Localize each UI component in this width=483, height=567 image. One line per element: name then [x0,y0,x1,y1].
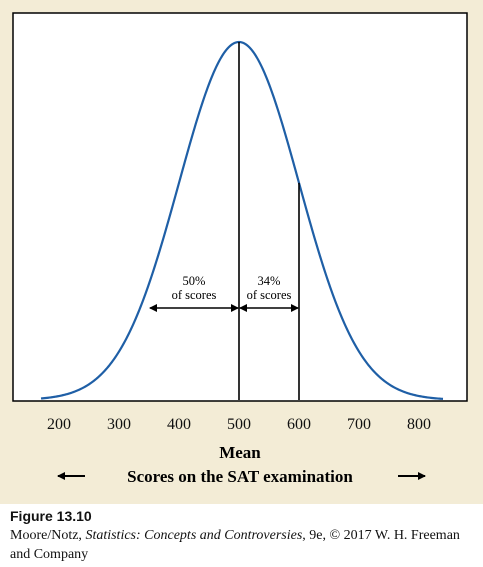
caption-publisher: , 9e, © 2017 W. H. Freeman and Company [10,528,460,562]
figure-panel: 200 300 400 500 600 700 800 50% of scores 34% of s… [0,0,483,504]
annotation-label-2: of scores [247,288,292,302]
figure-caption: Figure 13.10 Moore/Notz, Statistics: Con… [10,507,478,564]
x-axis-title-mean: Mean [219,443,261,462]
tick-label-300: 300 [107,416,131,433]
tick-label-200: 200 [47,416,71,433]
caption-book-title: Statistics: Concepts and Controversies [85,528,303,543]
x-axis-title-scores: Scores on the SAT examination [127,467,353,486]
caption-title: Figure 13.10 [10,508,92,524]
tick-label-500: 500 [227,416,251,433]
tick-label-400: 400 [167,416,191,433]
plot-frame [12,12,468,402]
tick-label-600: 600 [287,416,311,433]
annotation-label-1: of scores [172,288,217,302]
annotation-percent-1: 50% [183,274,206,288]
caption-authors: Moore/Notz, [10,528,86,543]
normal-curve [40,40,444,400]
caption-credit: Moore/Notz, Statistics: Concepts and Con… [10,526,478,564]
tick-label-700: 700 [347,416,371,433]
annotation-percent-2: 34% [258,274,281,288]
tick-label-800: 800 [407,416,431,433]
